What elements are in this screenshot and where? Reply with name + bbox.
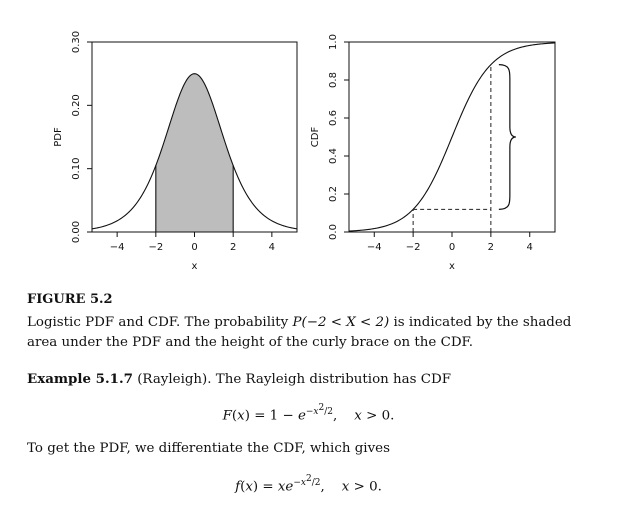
- panel1-x-tick-label: −4: [110, 242, 125, 253]
- panel1-x-tick-label: 4: [269, 242, 275, 253]
- example-text: The Rayleigh distribution has CDF: [211, 372, 452, 387]
- panel1-y-tick-label: 0.20: [71, 94, 82, 116]
- panel1-curve: [91, 73, 298, 230]
- pdf-equation: f(x) = xe−x2/2, x > 0.: [235, 474, 382, 495]
- caption-text-2: is indicated by the shaded area under th…: [27, 315, 572, 350]
- panel2-x-axis-label: x: [449, 261, 455, 272]
- example-middle-text: To get the PDF, we differentiate the CDF…: [27, 441, 390, 456]
- panel2-y-tick-label: 0.0: [328, 224, 339, 240]
- panel1-x-tick-label: 2: [230, 242, 236, 253]
- caption-probability: P(−2 < X < 2): [292, 315, 390, 330]
- panel2-y-tick-label: 0.4: [328, 148, 339, 164]
- cdf-equation: F(x) = 1 − e−x2/2, x > 0.: [222, 403, 395, 424]
- panel1-y-tick-label: 0.30: [71, 31, 82, 53]
- panel2-y-tick-label: 0.2: [328, 186, 339, 202]
- example-name: (Rayleigh).: [132, 372, 212, 387]
- example-heading-line: Example 5.1.7 (Rayleigh). The Rayleigh d…: [27, 371, 451, 387]
- panel2-y-axis-label: CDF: [310, 127, 321, 148]
- panel1-y-tick-label: 0.10: [71, 158, 82, 180]
- panel1-x-tick-label: −2: [148, 242, 163, 253]
- panel1-x-tick-label: 0: [191, 242, 197, 253]
- panel2-x-tick-label: 0: [449, 242, 455, 253]
- panel1-y-tick-label: 0.00: [71, 221, 82, 243]
- panel2-x-tick-label: −4: [367, 242, 382, 253]
- panel2-y-tick-label: 1.0: [328, 34, 339, 50]
- panel2-curly-brace: [498, 64, 516, 210]
- panel1-y-axis-label: PDF: [53, 127, 64, 147]
- panel2-y-tick-label: 0.6: [328, 110, 339, 126]
- caption-text-1: Logistic PDF and CDF. The probability: [27, 315, 293, 330]
- panel2-y-tick-label: 0.8: [328, 72, 339, 88]
- figure-caption: Logistic PDF and CDF. The probability P(…: [27, 313, 602, 353]
- panel2-curve: [348, 42, 556, 232]
- figure-svg: −4 −2 0 2 4 x 0.00 0.10 0.20 0.30 PDF −4 −2 0 2 4 x 0.0 0.…: [53, 31, 556, 272]
- panel1-shaded-area: [155, 73, 234, 232]
- figure-label: FIGURE 5.2: [27, 292, 113, 307]
- figure-5-2: −4 −2 0 2 4 x 0.00 0.10 0.20 0.30 PDF −4 −2 0 2 4 x 0.0 0.…: [53, 31, 556, 272]
- example-number: Example 5.1.7: [27, 371, 133, 387]
- panel2-x-tick-label: 4: [527, 242, 533, 253]
- panel2-x-tick-label: −2: [406, 242, 421, 253]
- panel1-x-axis-label: x: [192, 261, 198, 272]
- panel2-x-tick-label: 2: [488, 242, 494, 253]
